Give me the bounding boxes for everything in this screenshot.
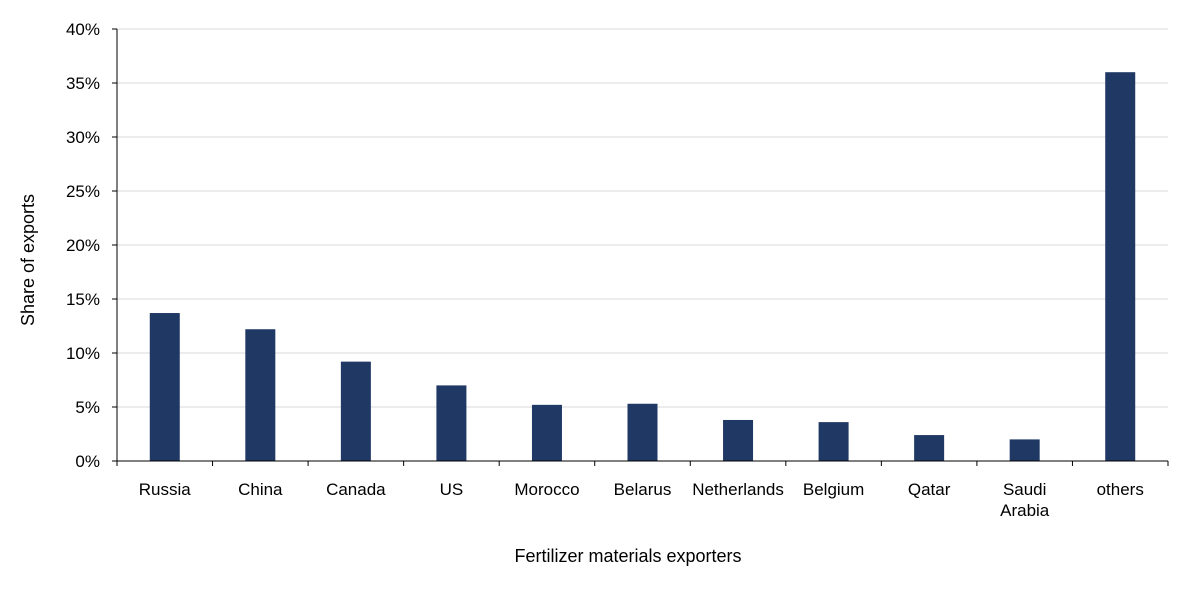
y-tick-label: 20% <box>66 236 100 255</box>
bar-saudi-arabia <box>1009 439 1040 461</box>
x-tick-label: China <box>238 480 283 499</box>
gridlines <box>117 28 1168 408</box>
x-tick-label: US <box>440 480 464 499</box>
y-tick-label: 35% <box>66 74 100 93</box>
bars <box>149 72 1136 461</box>
x-tick-labels: Russia China Canada US Morocco Belarus Netherl… <box>116 461 1169 520</box>
bar-netherlands <box>723 419 754 461</box>
x-tick-label: Qatar <box>908 480 951 499</box>
y-tick-label: 30% <box>66 128 100 147</box>
y-tick-label: 40% <box>66 20 100 39</box>
y-axis-title: Share of exports <box>18 194 38 326</box>
bar-qatar <box>914 435 945 461</box>
bar-us <box>436 385 467 461</box>
bar-canada <box>340 361 371 461</box>
x-tick-label: Belarus <box>614 480 672 499</box>
x-tick-label: Morocco <box>514 480 579 499</box>
bar-russia <box>149 313 180 461</box>
y-tick-label: 15% <box>66 290 100 309</box>
bar-belarus <box>627 403 658 461</box>
x-tick-label: Russia <box>139 480 192 499</box>
y-tick-label: 0% <box>75 452 100 471</box>
x-tick-label: Canada <box>326 480 386 499</box>
bar-others <box>1105 72 1136 461</box>
y-tick-label: 5% <box>75 398 100 417</box>
y-tick-labels: 0% 5% 10% 15% 20% 25% 30% 35% 40% <box>66 20 117 471</box>
y-tick-label: 10% <box>66 344 100 363</box>
bar-morocco <box>531 404 562 461</box>
x-tick-label: Saudi Arabia <box>1000 480 1050 520</box>
x-tick-label: Belgium <box>803 480 864 499</box>
x-axis-title: Fertilizer materials exporters <box>514 546 741 566</box>
bar-belgium <box>818 422 849 461</box>
x-tick-label: others <box>1097 480 1144 499</box>
y-tick-label: 25% <box>66 182 100 201</box>
x-tick-label: Netherlands <box>692 480 784 499</box>
bar-china <box>245 329 276 461</box>
